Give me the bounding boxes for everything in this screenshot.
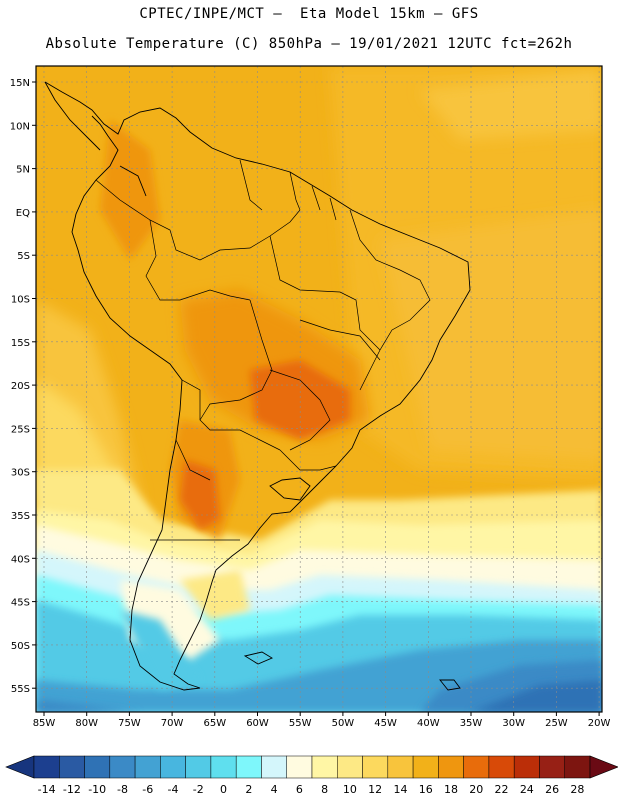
colorbar-label: -10 [88, 783, 106, 796]
colorbar-swatch [84, 755, 111, 779]
colorbar-label: 0 [220, 783, 227, 796]
colorbar-swatch [539, 755, 565, 779]
lat-label: EQ [16, 208, 30, 219]
colorbar-swatch [235, 755, 262, 779]
colorbar: -14 -12 -10 -8 -6 -4 -2 0 2 4 6 8 10 12 14 16 18 20 22 24 26… [5, 755, 618, 796]
axis-labels: 85W 80W 75W 70W 65W 60W 55W 50W 45W 40W 35W 30W 25W 2… [10, 78, 611, 729]
title-line-1: CPTEC/INPE/MCT – Eta Model 15km – GFS [139, 6, 479, 22]
lat-label: 25S [11, 424, 30, 435]
lon-label: 70W [161, 718, 184, 729]
colorbar-swatch [362, 755, 389, 779]
colorbar-label: 12 [368, 783, 382, 796]
colorbar-label: 24 [520, 783, 534, 796]
lat-label: 15S [11, 338, 30, 349]
colorbar-swatch [337, 755, 363, 779]
colorbar-swatch [438, 755, 464, 779]
colorbar-swatch [134, 755, 161, 779]
lon-label: 75W [118, 718, 141, 729]
colorbar-label: 4 [271, 783, 278, 796]
colorbar-label: 16 [419, 783, 433, 796]
lat-label: 5N [16, 165, 30, 176]
colorbar-swatch [59, 755, 85, 779]
colorbar-swatch [387, 755, 414, 779]
colorbar-label: 8 [321, 783, 328, 796]
colorbar-swatch [109, 755, 136, 779]
lon-label: 55W [289, 718, 312, 729]
colorbar-label: 6 [296, 783, 303, 796]
colorbar-label: -6 [142, 783, 153, 796]
colorbar-swatch [513, 755, 540, 779]
colorbar-label: -4 [168, 783, 179, 796]
lat-label: 10S [11, 295, 30, 306]
country-borders [95, 159, 431, 541]
colorbar-swatch [261, 755, 287, 779]
map-frame [35, 65, 603, 713]
colorbar-swatch [210, 755, 237, 779]
colorbar-swatch [160, 755, 186, 779]
colorbar-label: -12 [63, 783, 81, 796]
lat-label: 15N [10, 78, 30, 89]
colorbar-label: 18 [444, 783, 458, 796]
colorbar-label: 14 [393, 783, 407, 796]
colorbar-label: 20 [469, 783, 483, 796]
lon-label: 45W [374, 718, 397, 729]
lat-label: 40S [11, 554, 30, 565]
colorbar-swatch [488, 755, 515, 779]
colorbar-label: 2 [245, 783, 252, 796]
colorbar-label: 28 [570, 783, 584, 796]
lon-label: 25W [545, 718, 568, 729]
colorbar-swatch [564, 755, 591, 779]
colorbar-swatch [463, 755, 490, 779]
lon-label: 40W [417, 718, 440, 729]
lon-label: 35W [460, 718, 483, 729]
temperature-field [36, 66, 602, 712]
colorbar-label: -2 [193, 783, 204, 796]
colorbar-swatch [33, 755, 60, 779]
colorbar-right-arrow [589, 755, 618, 779]
lon-label: 60W [246, 718, 269, 729]
lat-label: 5S [17, 251, 30, 262]
lat-label: 55S [11, 684, 30, 695]
lat-label: 50S [11, 641, 30, 652]
colorbar-swatch [311, 755, 338, 779]
colorbar-swatch [286, 755, 313, 779]
lat-label: 20S [11, 381, 30, 392]
colorbar-label: 10 [343, 783, 357, 796]
colorbar-left-arrow [5, 755, 35, 779]
lat-label: 30S [11, 468, 30, 479]
lon-label: 85W [33, 718, 56, 729]
lat-label: 35S [11, 511, 30, 522]
colorbar-label: -14 [38, 783, 56, 796]
lat-lon-grid [36, 66, 602, 712]
lon-label: 80W [75, 718, 98, 729]
coastlines [44, 81, 471, 691]
lon-label: 65W [203, 718, 226, 729]
colorbar-swatch [185, 755, 212, 779]
lon-label: 50W [332, 718, 355, 729]
colorbar-label: 26 [545, 783, 559, 796]
lon-label: 20W [588, 718, 611, 729]
title-line-2: Absolute Temperature (C) 850hPa – 19/01/… [45, 36, 573, 52]
lat-label: 45S [11, 598, 30, 609]
lat-label: 10N [10, 121, 30, 132]
colorbar-label: -8 [117, 783, 128, 796]
colorbar-label: 22 [495, 783, 509, 796]
lon-label: 30W [502, 718, 525, 729]
colorbar-swatch [412, 755, 439, 779]
